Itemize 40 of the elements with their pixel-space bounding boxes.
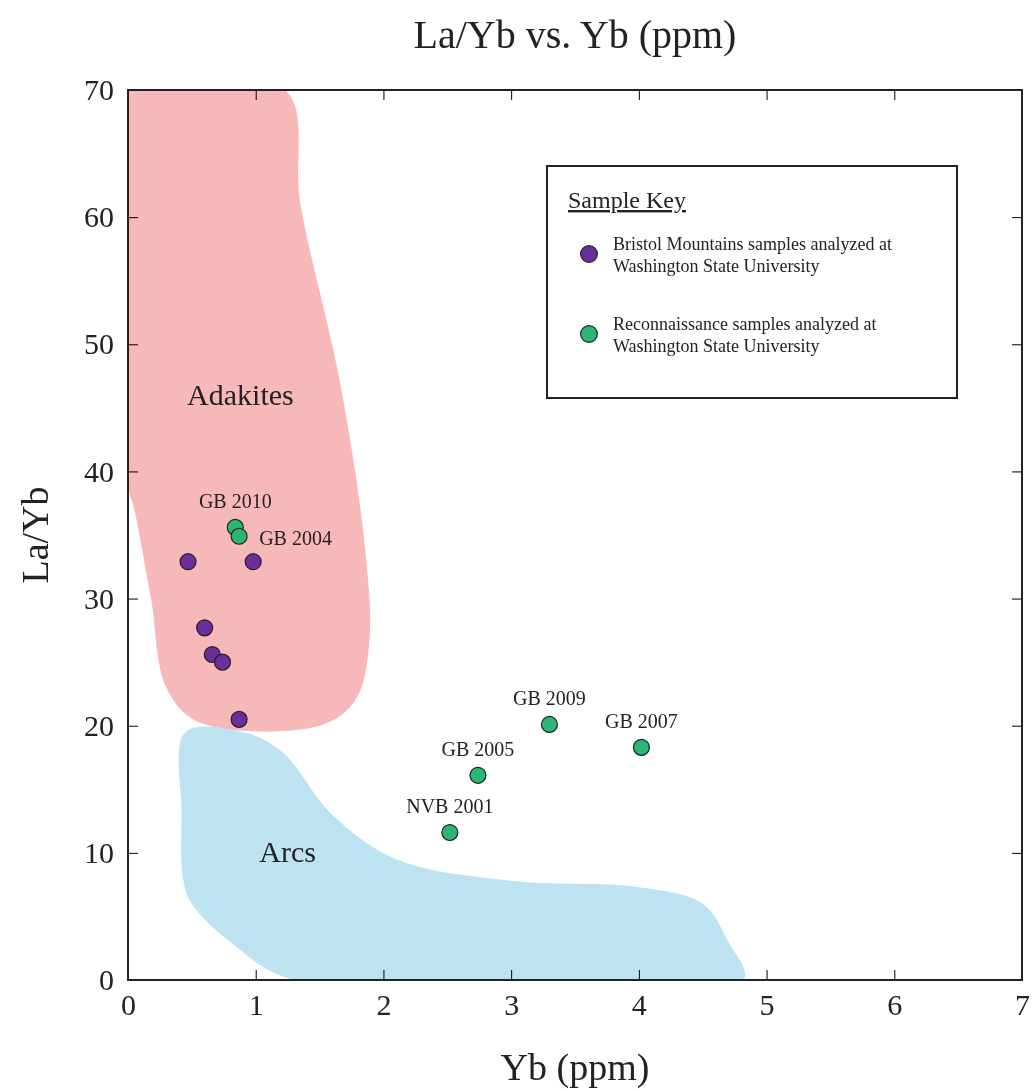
y-tick-label: 50: [84, 327, 114, 361]
x-tick-label: 1: [248, 988, 264, 1022]
point: [632, 738, 650, 756]
legend-title: Sample Key: [568, 187, 686, 213]
legend-label: Bristol Mountains samples analyzed at Washington State University: [613, 234, 892, 276]
annotation: GB 2004: [259, 527, 332, 550]
annotation: GB 2007: [605, 709, 678, 732]
annotation: GB 2005: [441, 737, 515, 760]
x-tick-label: 7: [1015, 988, 1030, 1022]
point: [540, 715, 559, 734]
x-tick-label: 6: [887, 988, 903, 1022]
y-axis-title: La/Yb: [14, 486, 56, 584]
point: [230, 527, 248, 545]
x-tick-label: 2: [376, 988, 392, 1022]
annotation: Arcs: [259, 835, 316, 869]
x-tick-label: 0: [121, 988, 136, 1022]
x-axis-title: Yb (ppm): [500, 1046, 650, 1089]
chart-title: La/Yb vs. Yb (ppm): [413, 12, 737, 57]
point: [196, 619, 214, 637]
point: [441, 823, 459, 842]
point: [469, 766, 487, 784]
annotation: GB 2010: [198, 489, 272, 512]
y-tick-label: 40: [84, 454, 114, 488]
legend-label: Reconnaissance samples analyzed at Washington State University: [613, 314, 877, 356]
point: [179, 553, 197, 571]
x-tick-label: 5: [759, 988, 775, 1022]
annotation: NVB 2001: [406, 795, 494, 818]
annotation: GB 2009: [513, 687, 586, 710]
x-tick-label: 4: [631, 988, 647, 1022]
point: [244, 553, 262, 571]
point: [230, 710, 248, 728]
point: [213, 653, 232, 671]
annotation: Adakites: [187, 377, 294, 411]
y-tick-label: 30: [84, 581, 114, 615]
y-tick-label: 10: [84, 835, 114, 869]
y-tick-label: 0: [99, 963, 114, 997]
y-tick-label: 70: [84, 73, 114, 107]
y-tick-label: 60: [84, 200, 114, 234]
y-tick-label: 20: [84, 708, 114, 742]
x-tick-label: 3: [504, 988, 520, 1022]
